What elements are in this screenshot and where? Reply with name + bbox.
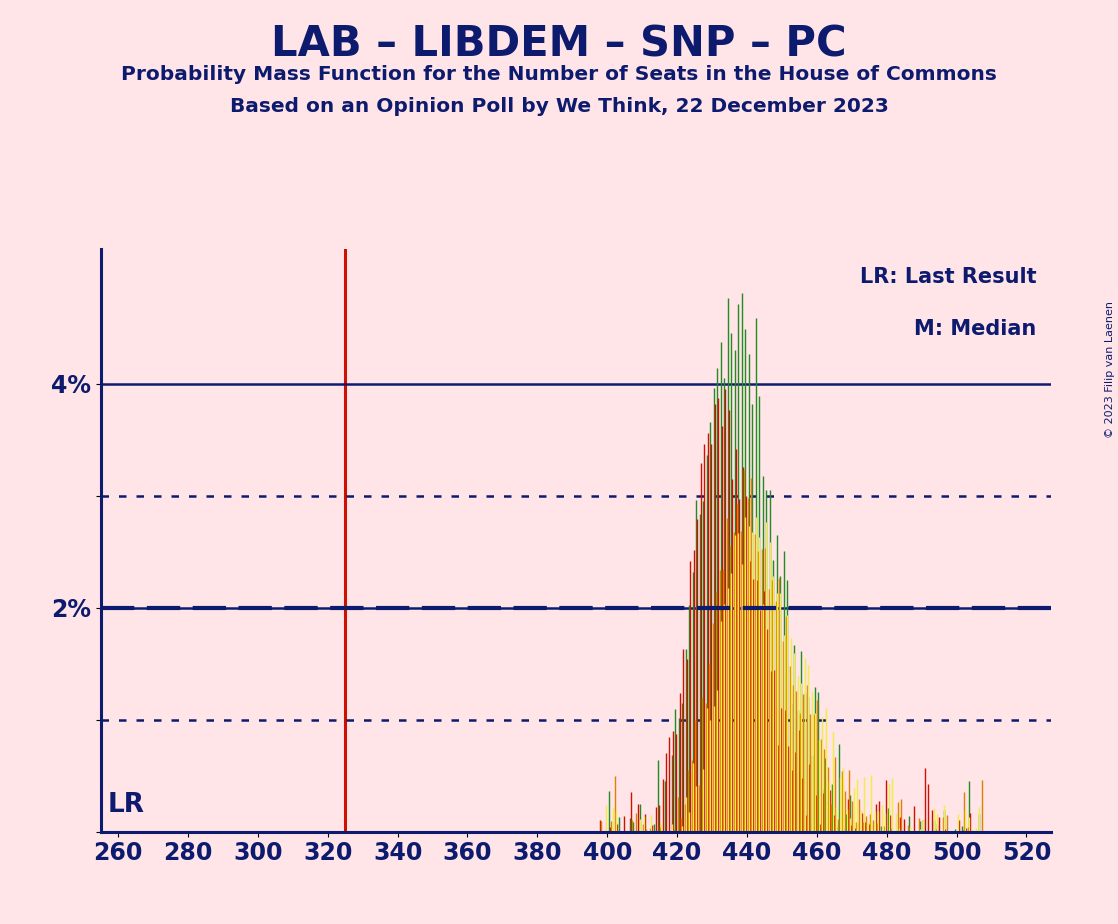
Text: © 2023 Filip van Laenen: © 2023 Filip van Laenen [1106,301,1115,438]
Text: LAB – LIBDEM – SNP – PC: LAB – LIBDEM – SNP – PC [272,23,846,65]
Text: LR: LR [107,792,144,818]
Text: Based on an Opinion Poll by We Think, 22 December 2023: Based on an Opinion Poll by We Think, 22… [229,97,889,116]
Text: M: Median: M: Median [915,320,1036,339]
Text: LR: Last Result: LR: Last Result [860,267,1036,287]
Text: Probability Mass Function for the Number of Seats in the House of Commons: Probability Mass Function for the Number… [121,65,997,84]
